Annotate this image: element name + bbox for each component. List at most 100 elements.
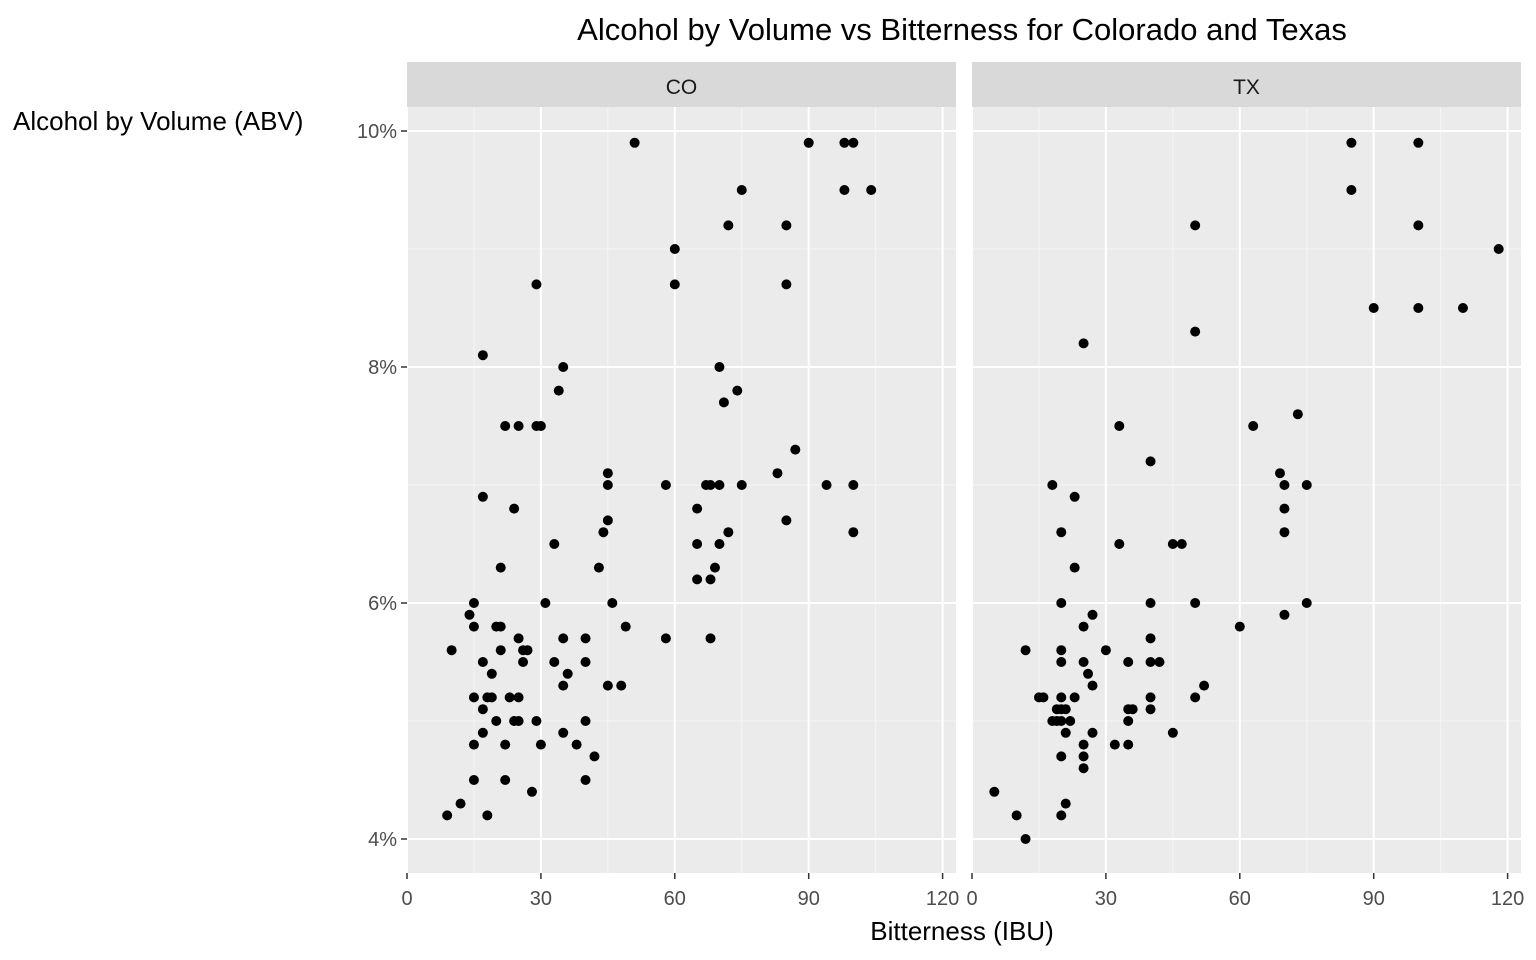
data-point [1279, 609, 1290, 620]
data-point [1087, 680, 1098, 691]
data-point [607, 598, 618, 608]
data-point [1493, 244, 1504, 254]
data-point [781, 279, 792, 290]
data-point [1190, 598, 1201, 608]
data-point [1087, 609, 1098, 620]
data-point [1056, 657, 1067, 667]
data-point [477, 491, 488, 502]
data-point [513, 692, 524, 703]
data-point [692, 539, 703, 549]
data-point [692, 503, 703, 514]
data-point [1078, 338, 1089, 349]
data-point [540, 598, 551, 608]
data-point [848, 527, 859, 538]
data-point [535, 421, 546, 431]
data-point [821, 480, 832, 490]
data-point [620, 621, 631, 632]
data-point [580, 775, 591, 785]
data-point [1069, 491, 1080, 502]
data-point [482, 810, 493, 821]
data-point [1413, 137, 1424, 148]
data-point [558, 680, 569, 691]
y-tick-label: 8% [368, 357, 397, 379]
data-point [660, 480, 671, 490]
data-point [1087, 727, 1098, 738]
data-point [781, 220, 792, 231]
x-axis-title: Bitterness (IBU) [870, 916, 1054, 946]
data-point [1020, 834, 1031, 844]
data-point [714, 480, 725, 490]
data-point [589, 751, 600, 762]
data-point [468, 598, 479, 608]
data-point [513, 633, 524, 644]
data-point [1127, 704, 1138, 715]
data-point [1123, 716, 1134, 726]
data-point [1078, 621, 1089, 632]
facet-panel-tx: TX 0 30 60 90 120 [966, 62, 1524, 910]
data-point [736, 185, 747, 195]
data-point [495, 621, 506, 632]
data-point [1056, 527, 1067, 538]
data-point [1368, 303, 1379, 313]
data-point [468, 692, 479, 703]
data-point [558, 727, 569, 738]
data-point [1011, 810, 1022, 821]
data-point [692, 574, 703, 585]
x-tick-label: 0 [401, 888, 412, 910]
data-point [1190, 692, 1201, 703]
data-point [580, 657, 591, 667]
data-point [558, 362, 569, 372]
data-point [1056, 716, 1067, 726]
data-point [518, 657, 529, 667]
data-point [500, 739, 511, 750]
data-point [491, 716, 502, 726]
data-point [1279, 503, 1290, 514]
x-tick-label: 60 [1229, 888, 1251, 910]
data-point [477, 727, 488, 738]
data-point [866, 185, 877, 195]
data-point [714, 539, 725, 549]
data-point [468, 775, 479, 785]
data-point [1060, 798, 1071, 809]
data-point [1413, 303, 1424, 313]
x-tick-label: 120 [926, 888, 959, 910]
data-point [500, 421, 511, 431]
facet-strip-label: TX [1233, 76, 1260, 99]
data-point [1274, 468, 1285, 479]
data-point [1078, 657, 1089, 667]
data-point [1301, 598, 1312, 608]
data-point [593, 562, 604, 573]
data-point [486, 668, 497, 679]
data-point [464, 609, 475, 620]
data-point [1199, 680, 1210, 691]
data-point [1248, 421, 1259, 431]
x-tick-label: 90 [1363, 888, 1385, 910]
data-point [1190, 326, 1201, 337]
data-point [455, 798, 466, 809]
data-point [1056, 598, 1067, 608]
data-point [848, 137, 859, 148]
panel-background [972, 107, 1521, 873]
data-point [1123, 739, 1134, 750]
data-point [446, 645, 457, 656]
data-point [495, 562, 506, 573]
data-point [848, 480, 859, 490]
x-tick-label: 30 [1095, 888, 1117, 910]
data-point [549, 539, 560, 549]
facet-strip-label: CO [666, 76, 698, 99]
data-point [1109, 739, 1120, 750]
data-point [1457, 303, 1468, 313]
data-point [732, 385, 743, 396]
data-point [1078, 751, 1089, 762]
x-tick-label: 0 [966, 888, 977, 910]
data-point [1301, 480, 1312, 490]
data-point [1292, 409, 1303, 420]
data-point [477, 657, 488, 667]
data-point [1346, 137, 1357, 148]
data-point [772, 468, 783, 479]
data-point [602, 680, 613, 691]
data-point [526, 786, 537, 797]
facet-panels: CO 0 30 60 90 120 4% 6% 8% 10% TX 0 30 60 90 120 [357, 62, 1524, 910]
data-point [1176, 539, 1187, 549]
data-point [1056, 645, 1067, 656]
